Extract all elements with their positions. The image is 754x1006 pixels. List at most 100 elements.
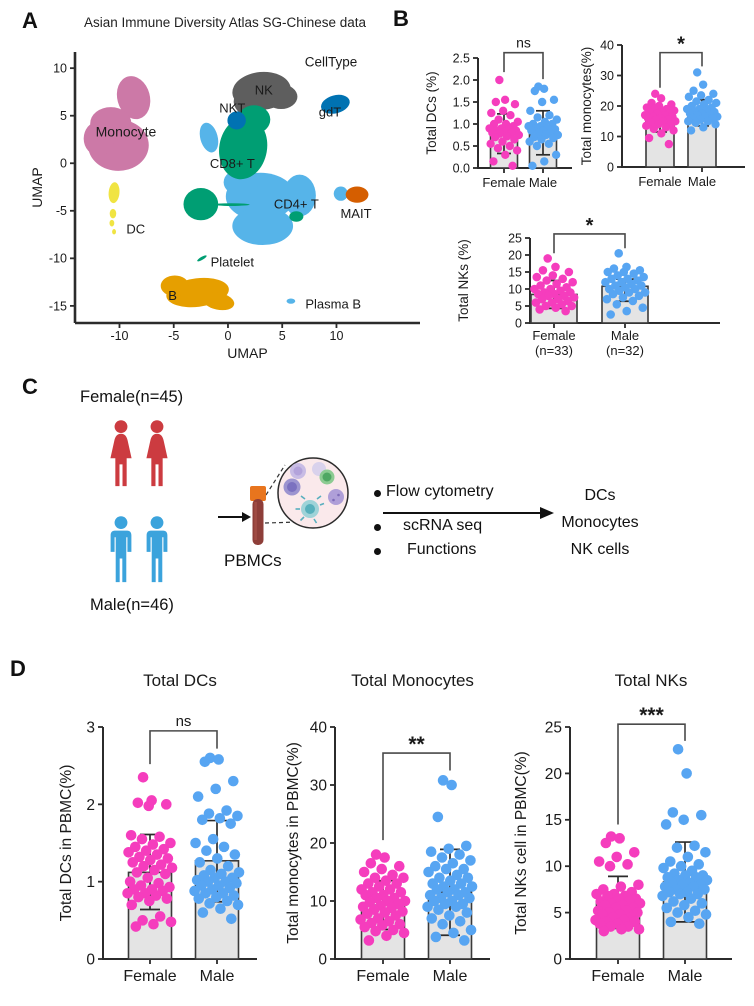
data-point bbox=[539, 84, 549, 94]
data-point bbox=[426, 913, 438, 924]
data-point bbox=[551, 150, 561, 159]
data-point bbox=[616, 924, 627, 935]
data-point bbox=[549, 95, 559, 105]
data-point bbox=[125, 829, 137, 841]
data-point bbox=[381, 930, 392, 942]
data-point bbox=[538, 266, 548, 275]
svg-text:1.0: 1.0 bbox=[453, 117, 470, 131]
data-point bbox=[491, 97, 501, 107]
data-point bbox=[204, 898, 215, 909]
data-point bbox=[696, 898, 708, 909]
data-point bbox=[611, 851, 623, 863]
data-point bbox=[604, 860, 616, 872]
data-point bbox=[598, 925, 610, 937]
svg-text:10: 10 bbox=[545, 859, 563, 876]
data-point bbox=[508, 161, 517, 170]
data-point bbox=[450, 901, 462, 913]
workflow-arrow bbox=[383, 507, 554, 519]
data-point bbox=[698, 80, 708, 89]
data-point bbox=[498, 137, 507, 146]
svg-text:0: 0 bbox=[60, 157, 67, 171]
data-point bbox=[694, 918, 705, 930]
cluster-blob bbox=[109, 208, 117, 219]
data-point bbox=[600, 837, 612, 849]
cluster-blob bbox=[321, 94, 350, 114]
data-point bbox=[693, 859, 705, 870]
data-point bbox=[505, 141, 514, 151]
cluster-label: B bbox=[168, 288, 177, 303]
data-point bbox=[444, 910, 455, 921]
data-point bbox=[212, 853, 223, 864]
data-point bbox=[551, 262, 560, 272]
svg-text:40: 40 bbox=[600, 38, 614, 52]
panel-label-a: A bbox=[22, 8, 38, 33]
data-point bbox=[614, 249, 623, 258]
data-point bbox=[679, 899, 690, 911]
data-point bbox=[660, 819, 672, 830]
umap-plot: 10 5 0 -5 -10 -15 -10 -5 0 5 10 UMAP UMAP NK CD4+ T CD8… bbox=[29, 52, 420, 361]
svg-text:5: 5 bbox=[553, 905, 562, 922]
sig-bracket bbox=[659, 51, 703, 88]
data-point bbox=[358, 866, 370, 878]
data-point bbox=[498, 106, 508, 116]
svg-text:20: 20 bbox=[545, 766, 563, 783]
data-point bbox=[651, 89, 660, 99]
data-point bbox=[656, 94, 666, 103]
male-icons bbox=[110, 516, 168, 583]
svg-text:2.5: 2.5 bbox=[453, 51, 470, 65]
data-point bbox=[140, 845, 152, 857]
data-point bbox=[370, 849, 382, 860]
cluster-blob bbox=[199, 122, 219, 153]
output-monocytes: Monocytes bbox=[561, 514, 639, 531]
category-sublabel: (n=33) bbox=[535, 343, 573, 358]
svg-text:3: 3 bbox=[86, 719, 95, 736]
cluster-blob bbox=[183, 187, 219, 221]
svg-text:0.0: 0.0 bbox=[453, 161, 470, 175]
data-point bbox=[379, 852, 390, 863]
category-label: Female bbox=[532, 328, 575, 343]
data-point bbox=[376, 863, 388, 875]
data-point bbox=[222, 860, 234, 872]
svg-text:40: 40 bbox=[310, 719, 328, 736]
cluster-label: CD4+ T bbox=[274, 197, 319, 212]
b2-group-female bbox=[640, 89, 680, 172]
data-point bbox=[226, 913, 237, 925]
svg-text:0: 0 bbox=[318, 951, 327, 968]
d3-group-male bbox=[657, 743, 713, 964]
cluster-blob bbox=[289, 211, 304, 222]
data-point bbox=[527, 126, 536, 135]
data-point bbox=[699, 123, 708, 132]
svg-text:1.5: 1.5 bbox=[453, 95, 470, 109]
data-point bbox=[691, 118, 700, 127]
data-point bbox=[622, 859, 633, 870]
category-label: Male bbox=[200, 968, 235, 985]
chart-total-nks-d: Total NKs 0 5 10 15 20 25 Female Male *** Total NK… bbox=[513, 671, 732, 985]
data-point bbox=[145, 854, 156, 866]
cluster-label: Monocyte bbox=[96, 123, 157, 139]
svg-text:0: 0 bbox=[86, 951, 95, 968]
data-point bbox=[165, 916, 177, 928]
svg-text:0: 0 bbox=[553, 951, 562, 968]
output-nk-cells: NK cells bbox=[570, 541, 630, 558]
data-point bbox=[709, 89, 718, 99]
data-point bbox=[162, 853, 174, 864]
data-point bbox=[218, 841, 230, 853]
data-point bbox=[154, 911, 166, 922]
data-point bbox=[525, 137, 534, 146]
panel-label-c: C bbox=[22, 374, 38, 399]
pbmcs-label: PBMCs bbox=[224, 551, 282, 570]
data-point bbox=[154, 831, 165, 843]
svg-text:0: 0 bbox=[515, 316, 522, 330]
data-point bbox=[633, 924, 645, 935]
data-point bbox=[486, 139, 495, 148]
data-point bbox=[433, 904, 444, 915]
data-point bbox=[437, 918, 448, 930]
data-point bbox=[689, 86, 698, 95]
data-point bbox=[531, 298, 541, 307]
data-point bbox=[166, 862, 178, 874]
y-axis-label: Total DCs (%) bbox=[424, 71, 439, 154]
data-point bbox=[661, 902, 673, 914]
umap-title: Asian Immune Diversity Atlas SG-Chinese … bbox=[83, 15, 367, 30]
data-point bbox=[443, 843, 455, 855]
output-dcs: DCs bbox=[584, 487, 616, 504]
